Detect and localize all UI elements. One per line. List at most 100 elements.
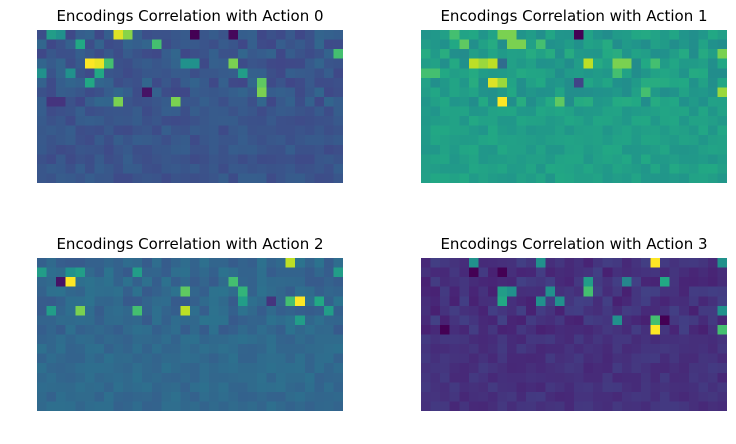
heatmap-cell [717, 39, 727, 50]
heatmap-cell [228, 353, 239, 364]
heatmap-cell [151, 258, 162, 268]
heatmap-cell [113, 296, 124, 307]
heatmap-cell [94, 39, 105, 50]
heatmap-cell [421, 68, 431, 79]
heatmap-cell [660, 96, 670, 107]
heatmap-cell [640, 135, 651, 146]
heatmap-cell [94, 135, 105, 146]
heatmap-cell [650, 353, 661, 364]
heatmap-cell [132, 39, 143, 50]
heatmap-cell [295, 87, 306, 98]
heatmap-cell [228, 391, 239, 402]
heatmap-cell [669, 125, 680, 136]
heatmap-cell [295, 116, 306, 126]
heatmap-cell [487, 154, 498, 165]
heatmap-cell [717, 87, 727, 98]
heatmap-cell [247, 125, 258, 136]
heatmap-cell [449, 77, 460, 88]
heatmap-cell [247, 49, 258, 59]
heatmap-cell [421, 144, 431, 155]
heatmap-cell [113, 315, 124, 326]
heatmap-cell [516, 116, 527, 126]
heatmap-cell [75, 39, 86, 50]
heatmap-cell [574, 87, 584, 98]
heatmap-cell [256, 96, 267, 107]
heatmap-cell [84, 58, 95, 69]
heatmap-cell [554, 296, 565, 307]
heatmap-cell [487, 267, 498, 278]
heatmap-cell [497, 296, 508, 307]
heatmap-cell [516, 49, 527, 59]
heatmap-cell [209, 106, 219, 117]
heatmap-cell [46, 173, 57, 183]
heatmap-cell [151, 30, 162, 40]
heatmap-cell [660, 144, 670, 155]
heatmap-cell [75, 334, 86, 345]
heatmap-cell [180, 87, 191, 98]
heatmap-cell [507, 87, 517, 98]
heatmap-cell [679, 372, 690, 383]
heatmap-cell [478, 49, 489, 59]
heatmap-cell [650, 116, 661, 126]
heatmap-cell [333, 382, 343, 393]
heatmap-cell [199, 96, 210, 107]
heatmap-cell [440, 77, 450, 88]
heatmap-cell [593, 296, 603, 307]
heatmap-cell [132, 144, 143, 155]
heatmap-cell [430, 391, 441, 402]
heatmap-cell [266, 286, 277, 297]
heatmap-cell [65, 401, 76, 411]
heatmap-cell [94, 258, 105, 268]
heatmap-cell [487, 39, 498, 50]
heatmap-cell [228, 372, 239, 383]
heatmap-cell [602, 163, 613, 174]
heatmap-cell [161, 106, 172, 117]
heatmap-cell [421, 296, 431, 307]
heatmap-cell [295, 96, 306, 107]
heatmap-cell [180, 173, 191, 183]
heatmap-cell [103, 154, 114, 165]
heatmap-cell [75, 277, 86, 287]
heatmap-cell [56, 382, 66, 393]
heatmap-cell [593, 116, 603, 126]
heatmap-cell [247, 267, 258, 278]
heatmap-cell [459, 96, 470, 107]
heatmap-cell [583, 315, 594, 326]
heatmap-cell [218, 77, 229, 88]
heatmap-cell [545, 324, 556, 335]
heatmap-cell [574, 334, 584, 345]
heatmap-cell [507, 382, 517, 393]
heatmap-cell [56, 286, 66, 297]
heatmap-cell [295, 163, 306, 174]
heatmap-cell [84, 305, 95, 316]
heatmap-cell [545, 286, 556, 297]
heatmap-cell [37, 163, 47, 174]
heatmap-cell [151, 106, 162, 117]
heatmap-cell [621, 353, 632, 364]
heatmap-cell [564, 125, 575, 136]
heatmap-cell [295, 258, 306, 268]
heatmap-cell [468, 58, 479, 69]
heatmap-cell [218, 125, 229, 136]
heatmap-cell [593, 163, 603, 174]
heatmap-cell [707, 267, 718, 278]
heatmap-cell [564, 372, 575, 383]
heatmap-cell [554, 324, 565, 335]
heatmap-cell [190, 353, 200, 364]
heatmap-cell [237, 77, 248, 88]
heatmap-cell [707, 363, 718, 374]
heatmap-cell [564, 324, 575, 335]
heatmap-cell [304, 277, 315, 287]
heatmap-cell [314, 267, 325, 278]
heatmap-cell [468, 391, 479, 402]
heatmap-cell [304, 144, 315, 155]
heatmap-cell [247, 277, 258, 287]
heatmap-cell [151, 125, 162, 136]
heatmap-cell [304, 401, 315, 411]
heatmap-cell [218, 315, 229, 326]
heatmap-cell [84, 96, 95, 107]
heatmap-cell [123, 30, 133, 40]
heatmap-cell [94, 144, 105, 155]
heatmap-cell [688, 382, 699, 393]
heatmap-cell [180, 77, 191, 88]
